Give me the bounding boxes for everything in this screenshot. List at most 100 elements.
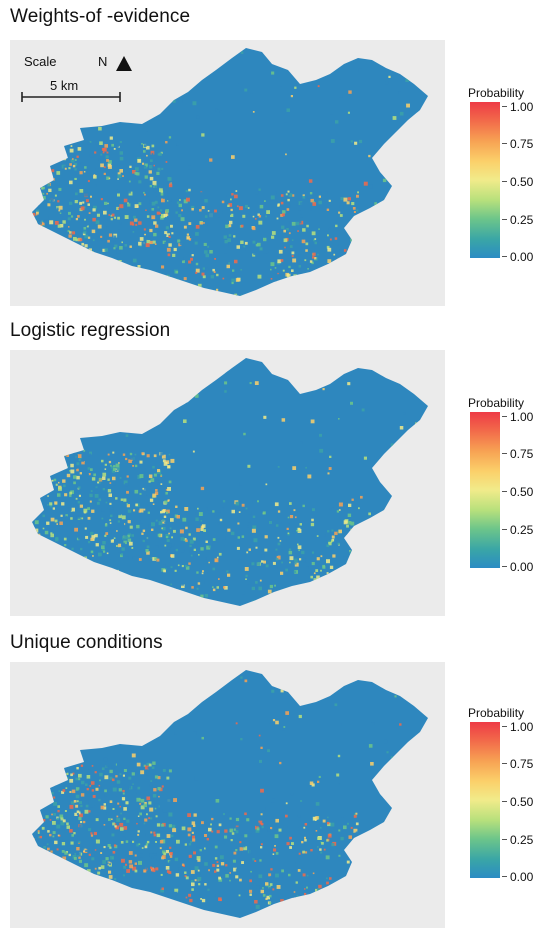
probability-cell bbox=[169, 846, 172, 849]
probability-cell bbox=[313, 565, 316, 568]
probability-cell bbox=[280, 259, 284, 262]
probability-cell bbox=[336, 569, 340, 573]
probability-cell bbox=[75, 840, 79, 844]
probability-cell bbox=[223, 545, 226, 548]
legend-color-bar bbox=[470, 102, 500, 258]
probability-cell bbox=[271, 689, 275, 693]
probability-cell bbox=[101, 767, 105, 771]
probability-cell bbox=[119, 477, 122, 479]
legend-tick bbox=[502, 491, 507, 492]
probability-cell bbox=[316, 586, 318, 589]
probability-cell bbox=[139, 508, 144, 513]
probability-cell bbox=[357, 889, 361, 894]
probability-cell bbox=[334, 531, 338, 536]
probability-cell bbox=[95, 486, 98, 489]
probability-cell bbox=[49, 865, 53, 870]
probability-cell bbox=[137, 159, 142, 163]
probability-cell bbox=[54, 840, 58, 845]
probability-cell bbox=[128, 786, 131, 789]
probability-cell bbox=[211, 830, 214, 833]
probability-cell bbox=[346, 561, 351, 565]
probability-cell bbox=[205, 540, 208, 543]
probability-cell bbox=[327, 833, 332, 838]
probability-cell bbox=[188, 893, 192, 897]
probability-cell bbox=[149, 807, 154, 812]
probability-cell bbox=[59, 526, 63, 530]
probability-cell bbox=[126, 504, 130, 508]
probability-cell bbox=[291, 221, 296, 226]
probability-cell bbox=[103, 824, 106, 826]
probability-cell bbox=[274, 279, 277, 282]
probability-cell bbox=[204, 847, 206, 850]
probability-cell bbox=[353, 814, 357, 818]
probability-cell bbox=[216, 830, 220, 834]
probability-cell bbox=[246, 581, 250, 585]
probability-cell bbox=[114, 244, 118, 248]
probability-cell bbox=[324, 234, 327, 238]
probability-cell bbox=[168, 183, 173, 188]
probability-cell bbox=[68, 459, 70, 462]
probability-cell bbox=[260, 746, 263, 749]
probability-cell bbox=[41, 777, 45, 781]
probability-cell bbox=[405, 78, 410, 82]
probability-cell bbox=[117, 172, 121, 176]
probability-cell bbox=[100, 232, 102, 235]
probability-cell bbox=[119, 207, 123, 211]
probability-cell bbox=[142, 162, 145, 165]
probability-cell bbox=[320, 555, 323, 558]
probability-cell bbox=[48, 239, 51, 241]
probability-cell bbox=[201, 821, 204, 825]
legend-tick bbox=[502, 763, 507, 764]
probability-cell bbox=[89, 785, 92, 787]
probability-cell bbox=[155, 519, 158, 522]
probability-cell bbox=[103, 172, 106, 175]
probability-cell bbox=[150, 866, 153, 869]
probability-cell bbox=[170, 583, 172, 586]
probability-cell bbox=[74, 200, 78, 204]
probability-cell bbox=[161, 265, 165, 269]
probability-cell bbox=[85, 800, 89, 804]
probability-cell bbox=[73, 475, 77, 479]
map-panel-weights-of-evidence: Scale N 5 km bbox=[10, 40, 445, 306]
probability-cell bbox=[40, 132, 43, 136]
probability-cell bbox=[164, 544, 167, 547]
probability-cell bbox=[429, 103, 431, 105]
probability-cell bbox=[118, 394, 122, 398]
probability-cell bbox=[43, 232, 48, 237]
scale-bar bbox=[21, 92, 121, 102]
probability-cell bbox=[141, 143, 143, 145]
probability-cell bbox=[184, 875, 187, 878]
probability-cell bbox=[163, 852, 167, 856]
probability-cell bbox=[286, 842, 290, 846]
scale-label: Scale bbox=[24, 54, 57, 69]
probability-cell bbox=[330, 541, 333, 543]
probability-cell bbox=[104, 468, 107, 470]
probability-cell bbox=[82, 687, 85, 690]
probability-cell bbox=[363, 234, 366, 237]
probability-cell bbox=[48, 465, 52, 469]
probability-cell bbox=[201, 198, 205, 202]
probability-cell bbox=[284, 122, 287, 126]
probability-cell bbox=[143, 144, 147, 147]
probability-cell bbox=[70, 490, 74, 494]
probability-cell bbox=[146, 494, 148, 496]
probability-cell bbox=[32, 212, 36, 217]
probability-cell bbox=[86, 216, 89, 219]
probability-cell bbox=[281, 561, 283, 564]
probability-cell bbox=[337, 821, 342, 825]
probability-cell bbox=[174, 888, 179, 893]
probability-cell bbox=[348, 90, 352, 94]
probability-cell bbox=[135, 167, 139, 171]
probability-cell bbox=[156, 211, 160, 215]
probability-cell bbox=[167, 253, 171, 257]
probability-cell bbox=[37, 204, 40, 207]
probability-cell bbox=[77, 835, 80, 837]
probability-cell bbox=[74, 554, 77, 557]
probability-cell bbox=[357, 247, 360, 249]
probability-cell bbox=[379, 166, 382, 169]
probability-cell bbox=[102, 248, 106, 252]
probability-cell bbox=[51, 465, 54, 469]
probability-cell bbox=[198, 512, 203, 516]
probability-cell bbox=[73, 800, 77, 803]
probability-cell bbox=[52, 511, 55, 513]
